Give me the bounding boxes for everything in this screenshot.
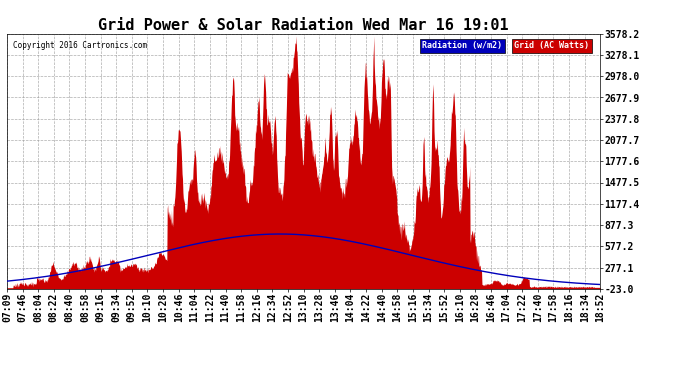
Text: Grid (AC Watts): Grid (AC Watts)	[514, 41, 589, 50]
Title: Grid Power & Solar Radiation Wed Mar 16 19:01: Grid Power & Solar Radiation Wed Mar 16 …	[98, 18, 509, 33]
Text: Radiation (w/m2): Radiation (w/m2)	[422, 41, 502, 50]
Text: Copyright 2016 Cartronics.com: Copyright 2016 Cartronics.com	[13, 41, 147, 50]
